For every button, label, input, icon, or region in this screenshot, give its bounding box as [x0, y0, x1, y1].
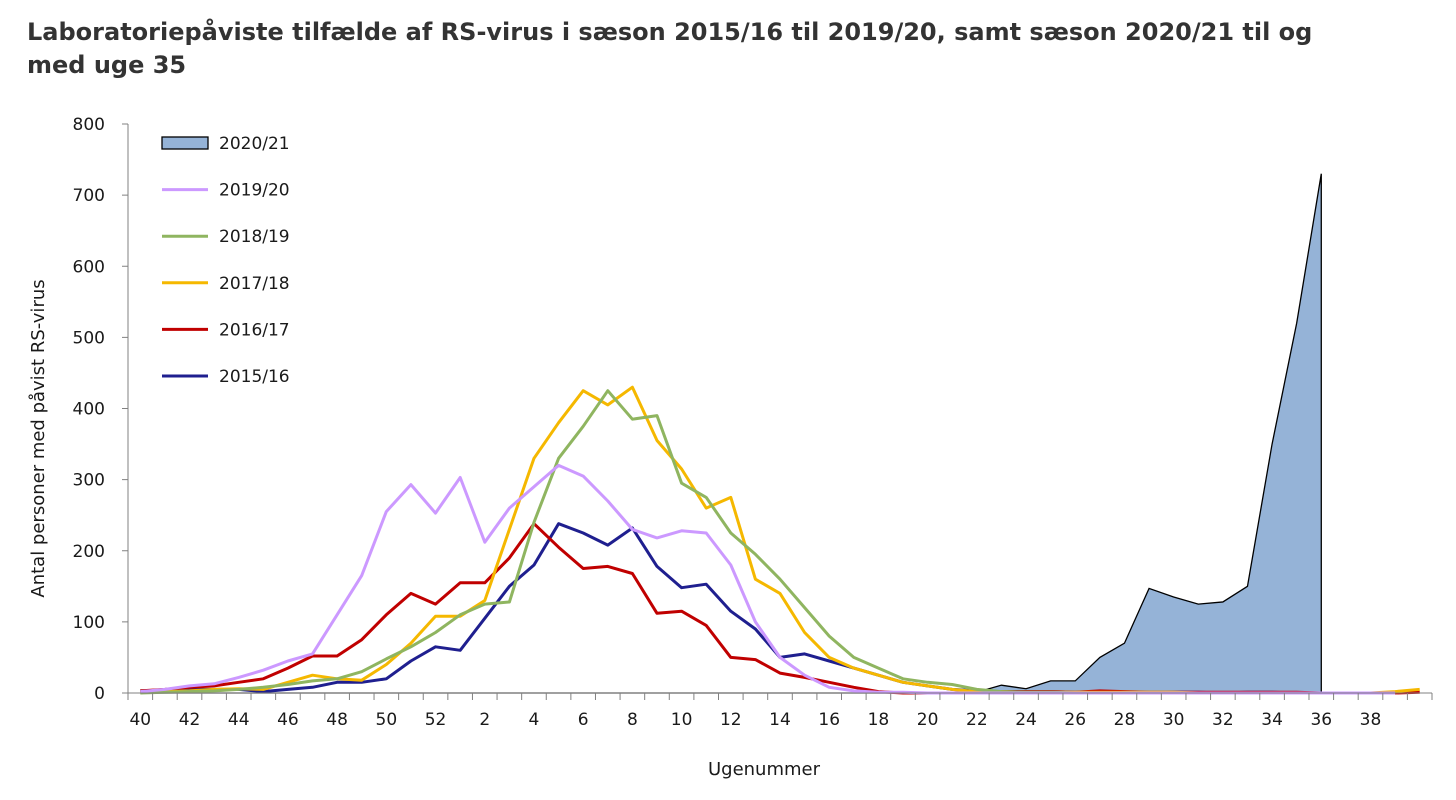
- x-tick-label: 28: [1114, 710, 1136, 730]
- x-tick-label: 8: [627, 710, 638, 730]
- y-axis-title: Antal personer med påvist RS-virus: [28, 279, 49, 597]
- x-tick-label: 36: [1310, 710, 1332, 730]
- legend-label: 2015/16: [219, 367, 290, 387]
- legend-item-2016-17: 2016/17: [162, 320, 290, 340]
- legend-item-2017-18: 2017/18: [162, 274, 290, 294]
- x-tick-label: 14: [769, 710, 791, 730]
- x-tick-label: 42: [179, 710, 201, 730]
- x-tick-label: 52: [425, 710, 447, 730]
- legend-item-2020-21: 2020/21: [161, 134, 290, 154]
- x-tick-label: 38: [1360, 710, 1382, 730]
- x-tick-label: 10: [671, 710, 693, 730]
- x-tick-label: 2: [479, 710, 490, 730]
- y-tick-label: 500: [73, 328, 105, 348]
- legend-label: 2020/21: [219, 134, 290, 154]
- x-tick-label: 4: [529, 710, 540, 730]
- legend-item-2019-20: 2019/20: [162, 181, 290, 201]
- y-tick-label: 800: [73, 115, 105, 135]
- x-axis-title: Ugenummer: [708, 759, 821, 780]
- y-tick-label: 700: [73, 186, 105, 206]
- legend-item-2015-16: 2015/16: [162, 367, 290, 387]
- x-tick-label: 22: [966, 710, 988, 730]
- y-tick-label: 200: [73, 542, 105, 562]
- legend: 2020/21 2019/20 2018/19 2017/18 2016/17 2015/…: [161, 134, 290, 387]
- y-tick-label: 300: [73, 471, 105, 491]
- x-tick-label: 20: [917, 710, 939, 730]
- y-tick-label: 400: [73, 400, 105, 420]
- x-tick-label: 34: [1261, 710, 1283, 730]
- x-tick-label: 30: [1163, 710, 1185, 730]
- x-tick-label: 44: [228, 710, 250, 730]
- x-tick-label: 26: [1064, 710, 1086, 730]
- x-tick-label: 48: [326, 710, 348, 730]
- legend-label: 2018/19: [219, 227, 290, 247]
- legend-label: 2017/18: [219, 274, 290, 294]
- x-tick-label: 46: [277, 710, 299, 730]
- legend-label: 2019/20: [219, 181, 290, 201]
- legend-label: 2016/17: [219, 320, 290, 340]
- x-tick-label: 6: [578, 710, 589, 730]
- legend-item-2018-19: 2018/19: [162, 227, 290, 247]
- legend-swatch: [161, 136, 209, 150]
- area-series-2020-21: [140, 173, 1322, 694]
- x-tick-label: 50: [376, 710, 398, 730]
- x-tick-label: 40: [129, 710, 151, 730]
- y-tick-label: 0: [94, 684, 105, 704]
- chart-title: Laboratoriepåviste tilfælde af RS-virus …: [27, 18, 1313, 79]
- x-tick-label: 32: [1212, 710, 1234, 730]
- x-tick-label: 16: [818, 710, 840, 730]
- x-tick-label: 18: [868, 710, 890, 730]
- area-layer: [140, 173, 1322, 694]
- y-tick-label: 100: [73, 613, 105, 633]
- x-tick-label: 24: [1015, 710, 1037, 730]
- x-tick-label: 12: [720, 710, 742, 730]
- y-tick-label: 600: [73, 257, 105, 277]
